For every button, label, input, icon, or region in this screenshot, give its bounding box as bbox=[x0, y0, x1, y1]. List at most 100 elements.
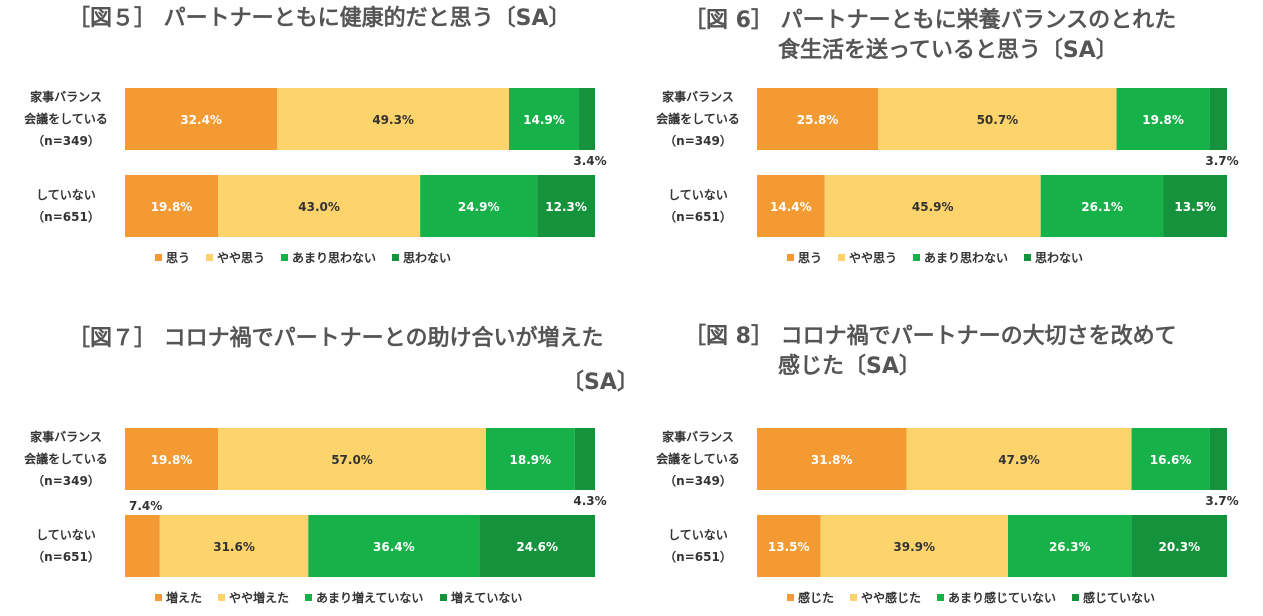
data-label: 43.0% bbox=[298, 200, 340, 214]
data-label: 47.9% bbox=[998, 453, 1040, 467]
legend-swatch bbox=[281, 254, 288, 261]
chart-title-fig8: ［図 8］ コロナ禍でパートナーの大切さを改めて 感じた〔SA〕 bbox=[684, 322, 1177, 382]
category-label: （n=349） bbox=[664, 473, 732, 488]
data-label: 19.8% bbox=[151, 453, 193, 467]
legend-label: あまり感じていない bbox=[948, 590, 1056, 605]
data-label: 31.6% bbox=[213, 540, 255, 554]
data-label: 3.4% bbox=[573, 154, 606, 168]
bar-segment bbox=[878, 88, 1117, 150]
legend-label: 思う bbox=[166, 251, 190, 265]
data-label: 7.4% bbox=[129, 499, 162, 513]
bar-segment bbox=[574, 428, 595, 490]
legend-label: やや感じた bbox=[861, 590, 921, 605]
category-label: していない bbox=[668, 528, 728, 542]
bar-segment bbox=[218, 175, 421, 237]
category-label: 家事バランス bbox=[30, 89, 102, 104]
data-label: 14.4% bbox=[770, 200, 812, 214]
category-label: 会議をしている bbox=[656, 111, 740, 126]
category-label: 会議をしている bbox=[656, 451, 740, 466]
bar-segment bbox=[1209, 428, 1227, 490]
legend-label: やや思う bbox=[849, 251, 897, 265]
legend-swatch bbox=[305, 594, 312, 601]
bar-segment bbox=[757, 428, 907, 490]
category-label: （n=651） bbox=[664, 549, 732, 564]
bar-segment bbox=[537, 175, 595, 237]
bar-segment bbox=[479, 515, 595, 577]
data-label: 18.9% bbox=[510, 453, 552, 467]
data-label: 3.7% bbox=[1205, 154, 1238, 168]
data-label: 39.9% bbox=[893, 540, 935, 554]
category-label: （n=651） bbox=[32, 209, 100, 224]
bar-segment bbox=[485, 428, 575, 490]
bar-segment bbox=[1116, 88, 1210, 150]
chart-title-line: ［図 6］ パートナーともに栄養バランスのとれた bbox=[684, 8, 1177, 33]
category-label: 家事バランス bbox=[30, 429, 102, 444]
data-label: 45.9% bbox=[912, 200, 954, 214]
category-label: （n=349） bbox=[32, 473, 100, 488]
legend-label: 思う bbox=[798, 251, 822, 265]
data-label: 20.3% bbox=[1158, 540, 1200, 554]
legend-label: 思わない bbox=[1035, 251, 1083, 265]
data-label: 49.3% bbox=[372, 113, 414, 127]
legend-label: やや思う bbox=[217, 251, 265, 265]
bar-segment bbox=[508, 88, 580, 150]
legend-swatch bbox=[913, 254, 920, 261]
legend-swatch bbox=[787, 594, 794, 601]
legend-swatch bbox=[392, 254, 399, 261]
bar-segment bbox=[824, 175, 1041, 237]
legend-label: あまり思わない bbox=[924, 251, 1008, 265]
bar-segment bbox=[1040, 175, 1164, 237]
data-label: 16.6% bbox=[1150, 453, 1192, 467]
chart-title-line: ［図 8］ コロナ禍でパートナーの大切さを改めて bbox=[684, 324, 1177, 349]
data-label: 25.8% bbox=[797, 113, 839, 127]
category-label: 会議をしている bbox=[24, 111, 108, 126]
bar-segment bbox=[906, 428, 1132, 490]
category-label: 家事バランス bbox=[662, 429, 734, 444]
category-label: 家事バランス bbox=[662, 89, 734, 104]
legend-label: 思わない bbox=[403, 251, 451, 265]
legend-swatch bbox=[1024, 254, 1031, 261]
category-label: していない bbox=[668, 188, 728, 202]
data-label: 26.3% bbox=[1049, 540, 1091, 554]
bar-segment bbox=[218, 428, 486, 490]
bar-segment bbox=[125, 175, 219, 237]
data-label: 13.5% bbox=[1174, 200, 1216, 214]
data-label: 19.8% bbox=[151, 200, 193, 214]
legend-swatch bbox=[937, 594, 944, 601]
data-label: 4.3% bbox=[573, 494, 606, 508]
chart-title-line: ［図５］ パートナーともに健康的だと思う〔SA〕 bbox=[68, 6, 571, 31]
legend-swatch bbox=[838, 254, 845, 261]
chart-title-fig7-suffix: 〔SA〕 bbox=[562, 368, 639, 398]
data-label: 19.8% bbox=[1142, 113, 1184, 127]
data-label: 13.5% bbox=[768, 540, 810, 554]
bar-segment bbox=[757, 88, 879, 150]
data-label: 36.4% bbox=[373, 540, 415, 554]
bar-segment bbox=[1007, 515, 1132, 577]
data-label: 24.9% bbox=[458, 200, 500, 214]
bar-segment bbox=[308, 515, 480, 577]
legend-label: あまり増えていない bbox=[316, 590, 423, 605]
bar-segment bbox=[757, 515, 821, 577]
category-label: していない bbox=[36, 188, 96, 202]
bar-segment bbox=[757, 175, 825, 237]
legend-label: 増えていない bbox=[451, 590, 522, 605]
data-label: 31.8% bbox=[811, 453, 853, 467]
data-label: 14.9% bbox=[523, 113, 565, 127]
legend-label: 感じた bbox=[798, 590, 834, 605]
chart-title-line: 感じた〔SA〕 bbox=[778, 354, 921, 379]
bar-segment bbox=[277, 88, 509, 150]
category-label: 会議をしている bbox=[24, 451, 108, 466]
category-label: （n=349） bbox=[664, 133, 732, 148]
legend-swatch bbox=[155, 594, 162, 601]
legend-label: 増えた bbox=[166, 590, 202, 605]
bar-segment bbox=[1131, 428, 1210, 490]
bar-segment bbox=[125, 428, 219, 490]
legend-label: あまり思わない bbox=[292, 251, 376, 265]
chart-title-line: 食生活を送っていると思う〔SA〕 bbox=[778, 38, 1118, 63]
chart-title-line: ［図７］ コロナ禍でパートナーとの助け合いが増えた bbox=[68, 326, 604, 351]
data-label: 57.0% bbox=[331, 453, 373, 467]
bar-segment bbox=[1131, 515, 1227, 577]
bar-segment bbox=[1163, 175, 1227, 237]
